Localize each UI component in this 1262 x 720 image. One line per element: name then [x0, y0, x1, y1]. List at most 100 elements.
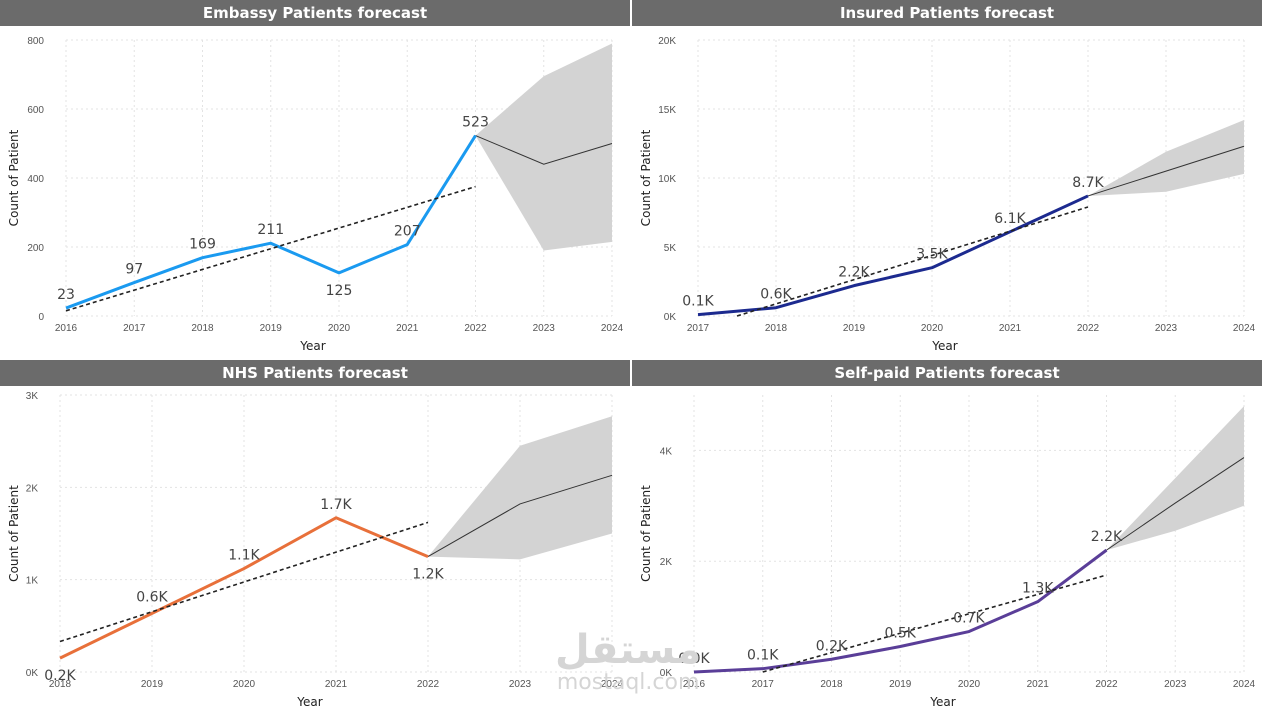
x-tick-label: 2017 — [123, 323, 146, 334]
forecast-band — [428, 416, 612, 560]
embassy-chart-panel: Embassy Patients forecast 2016 2017 2018 20… — [0, 0, 630, 356]
x-tick-label: 2022 — [464, 323, 487, 334]
x-tick-label: 2024 — [1233, 323, 1256, 334]
x-tick-label: 2020 — [921, 323, 944, 334]
y-tick-label: 800 — [27, 36, 44, 47]
series-line — [59, 516, 429, 660]
series-line — [65, 134, 477, 310]
forecast-line — [427, 474, 613, 558]
data-label: 2.2K — [1091, 529, 1123, 545]
x-tick-label: 2018 — [820, 679, 843, 690]
x-tick-label: 2017 — [687, 323, 710, 334]
x-tick-label: 2024 — [601, 679, 624, 690]
y-tick-label: 200 — [27, 243, 44, 254]
x-axis-label: Year — [299, 339, 325, 353]
data-label: 169 — [189, 237, 216, 253]
data-label: 1.2K — [412, 567, 444, 583]
trend-line — [65, 185, 476, 312]
x-tick-label: 2016 — [55, 323, 78, 334]
x-tick-label: 2021 — [325, 679, 348, 690]
data-label: 2.2K — [838, 265, 870, 281]
y-tick-label: 0K — [664, 312, 677, 323]
y-tick-label: 2K — [26, 483, 39, 494]
x-tick-label: 2022 — [1095, 679, 1118, 690]
data-label: 6.1K — [994, 211, 1026, 227]
self-paid-chart: 2016 2017 2018 2019 2020 2021 2022 2023 2024 0K 2K… — [639, 395, 1256, 709]
data-label: 1.3K — [1022, 581, 1054, 597]
x-tick-label: 2021 — [396, 323, 419, 334]
forecast-line — [1106, 457, 1245, 551]
x-tick-label: 2017 — [752, 679, 775, 690]
x-axis-label: Year — [929, 695, 955, 709]
y-axis-label: Count of Patient — [639, 485, 653, 582]
trend-line — [736, 206, 1089, 317]
series-line — [693, 548, 1108, 674]
y-tick-label: 0 — [38, 312, 44, 323]
forecast-band — [1106, 406, 1244, 551]
series-line — [697, 194, 1089, 317]
x-tick-label: 2024 — [601, 323, 624, 334]
data-label: 0.6K — [136, 589, 168, 605]
data-label: 0.2K — [816, 638, 848, 654]
x-tick-label: 2020 — [958, 679, 981, 690]
x-tick-label: 2019 — [843, 323, 866, 334]
self-paid-chart-panel: Self-paid Patients forecast 2016 2017 2018… — [632, 360, 1262, 720]
data-label: 8.7K — [1072, 175, 1104, 191]
y-axis-label: Count of Patient — [7, 485, 21, 582]
x-tick-label: 2016 — [683, 679, 706, 690]
data-label: 0.2K — [44, 668, 76, 684]
data-label: 125 — [326, 283, 353, 299]
data-label: 23 — [57, 287, 75, 303]
data-label: 3.5K — [916, 247, 948, 263]
x-tick-label: 2024 — [1233, 679, 1256, 690]
data-label: 0.5K — [885, 626, 917, 642]
y-axis-label: Count of Patient — [639, 129, 653, 226]
forecast-band — [1088, 120, 1244, 196]
x-tick-label: 2023 — [509, 679, 532, 690]
y-tick-label: 0K — [26, 668, 39, 679]
data-label: 0.1K — [682, 294, 714, 310]
trend-line — [59, 521, 429, 643]
embassy-chart: 2016 2017 2018 2019 2020 2021 2022 2023 2024 0 200… — [7, 36, 624, 353]
data-label: 0.6K — [760, 287, 792, 303]
data-label: 0.0K — [678, 651, 710, 667]
y-tick-label: 600 — [27, 105, 44, 116]
y-axis-label: Count of Patient — [7, 129, 21, 226]
data-label: 523 — [462, 115, 489, 131]
forecast-line — [1087, 145, 1245, 197]
x-tick-label: 2019 — [141, 679, 164, 690]
data-label: 1.1K — [228, 548, 260, 564]
x-tick-label: 2020 — [328, 323, 351, 334]
x-tick-label: 2019 — [260, 323, 283, 334]
chart-title: Insured Patients forecast — [632, 0, 1262, 26]
x-axis-label: Year — [296, 695, 322, 709]
y-tick-label: 20K — [658, 36, 676, 47]
x-tick-label: 2023 — [1155, 323, 1178, 334]
y-tick-label: 5K — [664, 243, 677, 254]
x-axis-label: Year — [931, 339, 957, 353]
y-tick-label: 15K — [658, 105, 676, 116]
chart-title: Self-paid Patients forecast — [632, 360, 1262, 386]
x-tick-label: 2021 — [999, 323, 1022, 334]
x-tick-label: 2022 — [1077, 323, 1100, 334]
nhs-chart: 2018 2019 2020 2021 2022 2023 2024 0K 1K 2K 3K Year… — [7, 391, 624, 709]
x-tick-label: 2018 — [765, 323, 788, 334]
x-tick-label: 2019 — [889, 679, 912, 690]
x-tick-label: 2020 — [233, 679, 256, 690]
y-tick-label: 1K — [26, 576, 39, 587]
y-tick-label: 400 — [27, 174, 44, 185]
chart-title: NHS Patients forecast — [0, 360, 630, 386]
data-label: 1.7K — [320, 497, 352, 513]
forecast-line — [475, 135, 613, 165]
trend-line — [762, 574, 1107, 673]
insured-chart-panel: Insured Patients forecast 2017 2018 2019 20… — [632, 0, 1262, 356]
y-tick-label: 3K — [26, 391, 39, 402]
nhs-chart-panel: NHS Patients forecast 2018 2019 2020 2021 20… — [0, 360, 630, 720]
chart-title: Embassy Patients forecast — [0, 0, 630, 26]
x-tick-label: 2018 — [191, 323, 214, 334]
x-tick-label: 2023 — [1164, 679, 1187, 690]
y-tick-label: 2K — [660, 557, 673, 568]
data-label: 207 — [394, 224, 421, 240]
y-tick-label: 0K — [660, 668, 673, 679]
x-tick-label: 2023 — [533, 323, 556, 334]
